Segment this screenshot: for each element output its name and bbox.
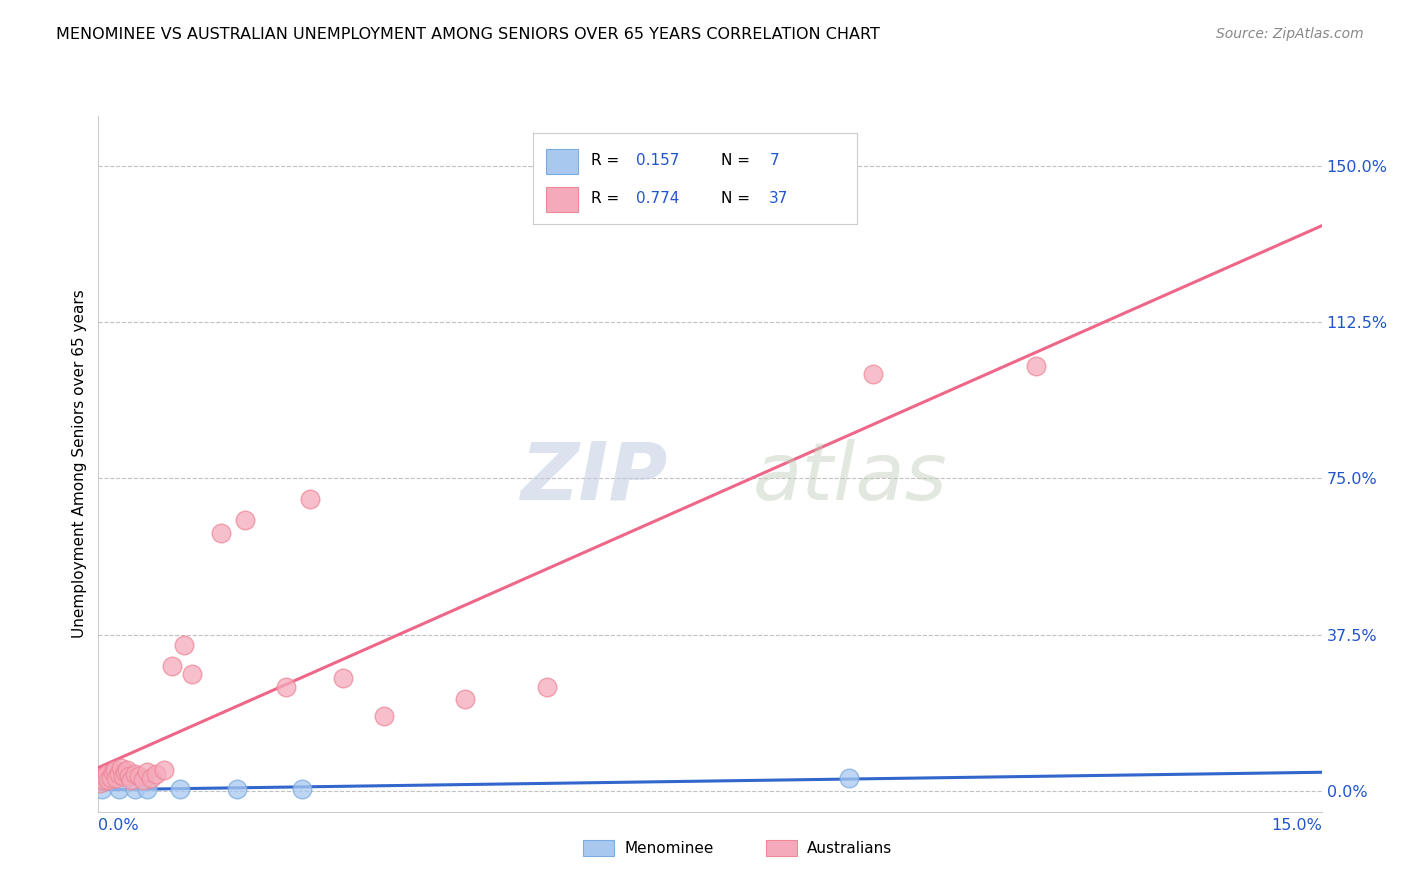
Text: 0.0%: 0.0% xyxy=(98,818,139,833)
Point xyxy=(124,767,146,781)
Point xyxy=(454,692,477,706)
Point xyxy=(124,781,146,796)
Point xyxy=(862,368,884,382)
Point xyxy=(104,763,127,777)
Point xyxy=(274,680,297,694)
Point xyxy=(160,659,183,673)
Point xyxy=(145,767,167,781)
Text: Source: ZipAtlas.com: Source: ZipAtlas.com xyxy=(1216,27,1364,41)
Text: Australians: Australians xyxy=(807,841,893,855)
Point xyxy=(233,513,256,527)
Point xyxy=(118,769,141,783)
FancyBboxPatch shape xyxy=(546,186,578,212)
Y-axis label: Unemployment Among Seniors over 65 years: Unemployment Among Seniors over 65 years xyxy=(72,290,87,638)
Point xyxy=(536,680,558,694)
Point xyxy=(91,773,114,788)
Point xyxy=(90,772,112,786)
FancyBboxPatch shape xyxy=(546,149,578,174)
Point xyxy=(332,672,354,686)
Point xyxy=(291,781,314,796)
Point xyxy=(152,763,174,777)
Point xyxy=(838,772,860,786)
Point xyxy=(173,638,195,652)
Point xyxy=(128,769,150,783)
Point xyxy=(141,772,163,786)
Point xyxy=(96,767,118,781)
Text: 37: 37 xyxy=(769,191,789,206)
Point xyxy=(108,767,131,781)
Text: 0.774: 0.774 xyxy=(637,191,679,206)
Point xyxy=(105,772,128,786)
Point xyxy=(136,781,159,796)
Point xyxy=(226,781,249,796)
Point xyxy=(101,765,124,780)
Text: MENOMINEE VS AUSTRALIAN UNEMPLOYMENT AMONG SENIORS OVER 65 YEARS CORRELATION CHA: MENOMINEE VS AUSTRALIAN UNEMPLOYMENT AMO… xyxy=(56,27,880,42)
Point xyxy=(1025,359,1047,373)
Point xyxy=(91,781,114,796)
Point xyxy=(115,763,138,777)
Point xyxy=(108,781,131,796)
Point xyxy=(97,773,120,788)
Point xyxy=(132,773,155,788)
Point xyxy=(110,761,132,775)
Text: 15.0%: 15.0% xyxy=(1271,818,1322,833)
Point xyxy=(299,492,322,507)
Point xyxy=(181,667,204,681)
Point xyxy=(209,525,232,540)
Text: R =: R = xyxy=(591,153,624,168)
Point xyxy=(169,781,191,796)
Text: atlas: atlas xyxy=(752,439,948,516)
Point xyxy=(120,773,142,788)
Point xyxy=(114,765,136,780)
Text: 7: 7 xyxy=(769,153,779,168)
Text: 0.157: 0.157 xyxy=(637,153,679,168)
Text: N =: N = xyxy=(721,191,755,206)
Text: N =: N = xyxy=(721,153,755,168)
Point xyxy=(94,769,117,783)
Point xyxy=(111,769,134,783)
Text: R =: R = xyxy=(591,191,624,206)
Point xyxy=(136,765,159,780)
Point xyxy=(373,709,395,723)
Point xyxy=(89,775,111,789)
Text: ZIP: ZIP xyxy=(520,439,668,516)
Text: Menominee: Menominee xyxy=(624,841,714,855)
Point xyxy=(100,772,122,786)
